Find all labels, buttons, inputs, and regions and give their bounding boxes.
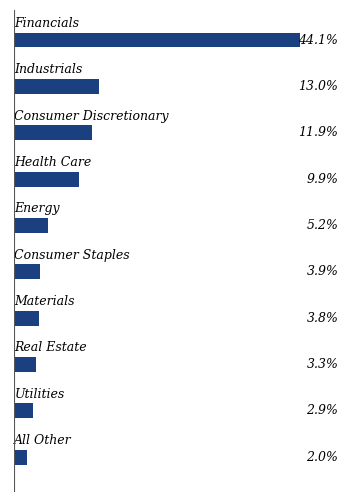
Bar (14, 311, 39, 326)
Bar (14, 125, 91, 140)
Text: Industrials: Industrials (14, 63, 83, 76)
Bar (14, 264, 40, 279)
Text: Energy: Energy (14, 202, 60, 215)
Text: 2.9%: 2.9% (306, 405, 338, 417)
Text: All Other: All Other (14, 434, 72, 447)
Text: Utilities: Utilities (14, 388, 65, 401)
Text: 3.8%: 3.8% (306, 312, 338, 325)
Text: 5.2%: 5.2% (306, 219, 338, 232)
Text: Financials: Financials (14, 17, 80, 30)
Text: Materials: Materials (14, 295, 75, 308)
Text: Real Estate: Real Estate (14, 341, 87, 354)
Text: 2.0%: 2.0% (306, 451, 338, 464)
Text: 44.1%: 44.1% (298, 34, 338, 47)
Bar (14, 218, 48, 233)
Text: 3.9%: 3.9% (306, 265, 338, 278)
Text: Health Care: Health Care (14, 156, 92, 169)
Bar (14, 172, 78, 186)
Text: Consumer Staples: Consumer Staples (14, 248, 130, 261)
Text: 3.3%: 3.3% (306, 358, 338, 371)
Text: 13.0%: 13.0% (298, 80, 338, 93)
Bar (14, 450, 27, 465)
Bar (14, 404, 33, 418)
Text: 9.9%: 9.9% (306, 172, 338, 186)
Text: 11.9%: 11.9% (298, 126, 338, 139)
Text: Consumer Discretionary: Consumer Discretionary (14, 109, 169, 123)
Bar (14, 79, 99, 94)
Bar (14, 357, 36, 372)
Bar (14, 33, 300, 48)
